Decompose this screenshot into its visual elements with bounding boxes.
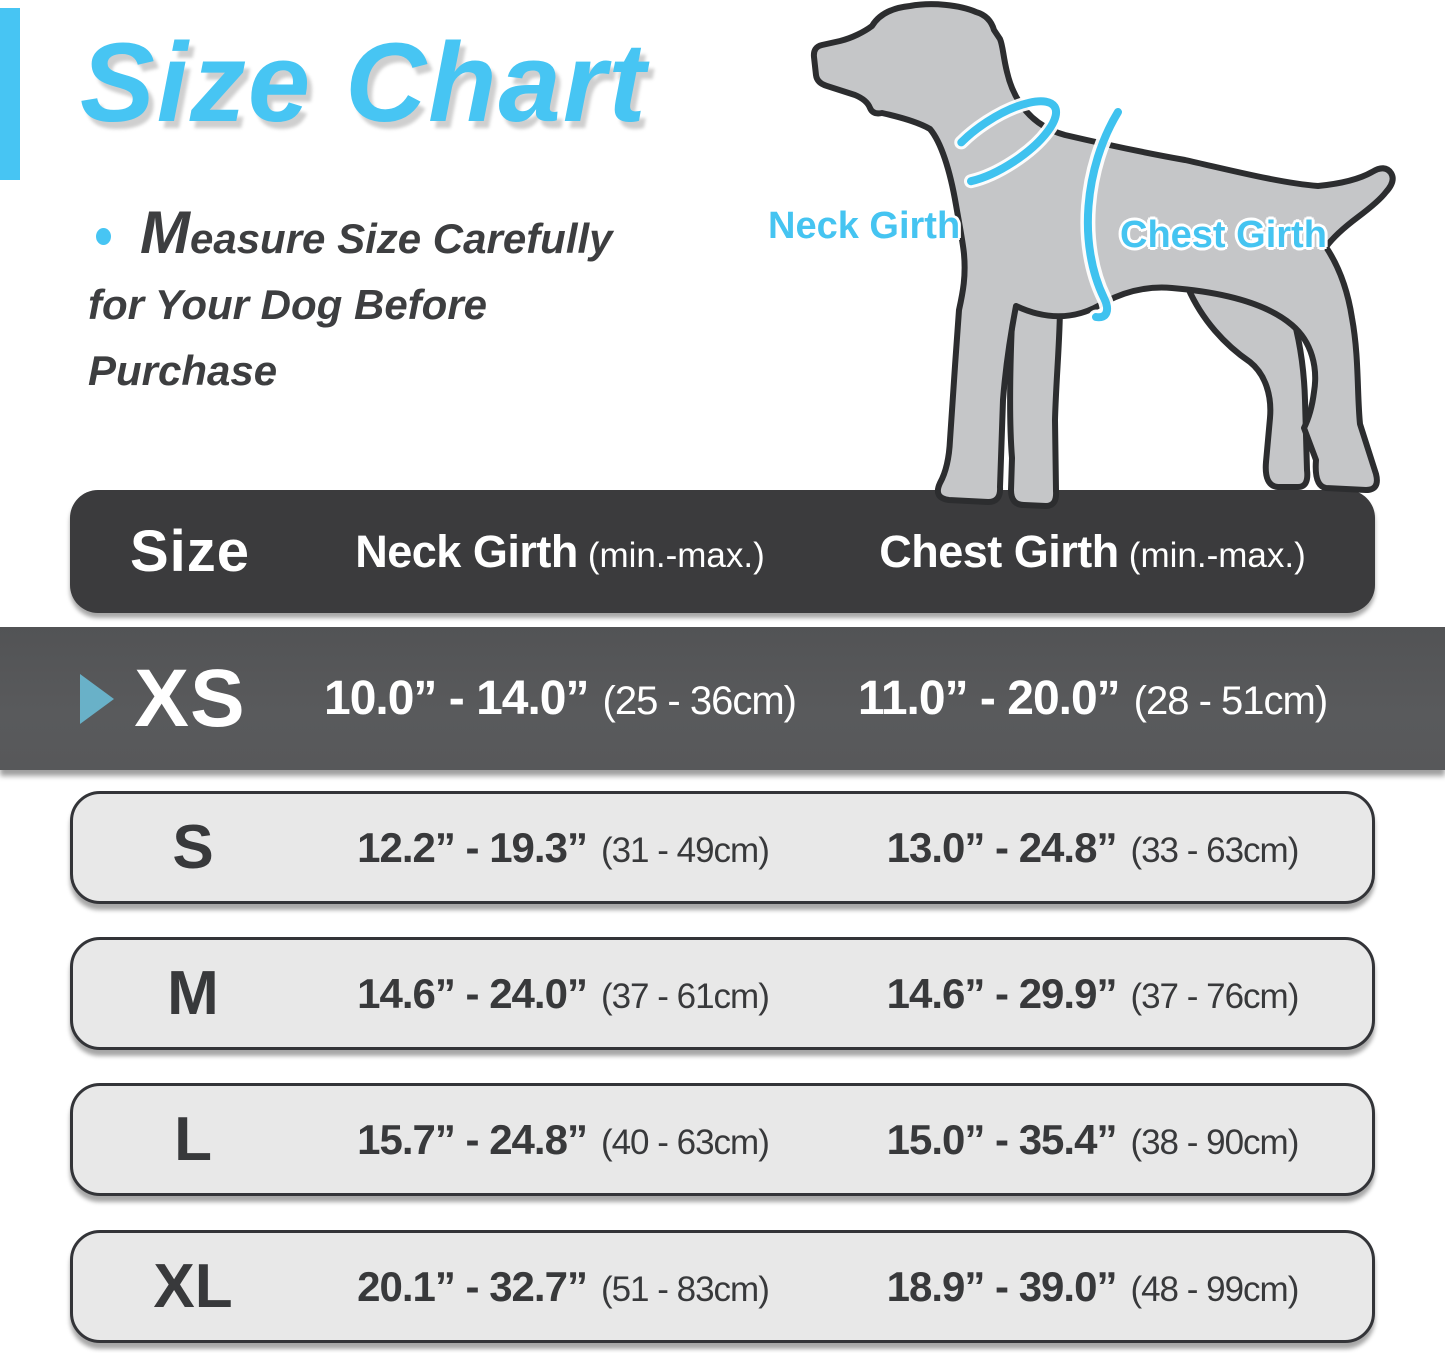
chest-cm: (33 - 63cm) xyxy=(1130,830,1299,870)
neck-girth-value: 12.2” - 19.3” (31 - 49cm) xyxy=(313,824,813,872)
table-row-l: L 15.7” - 24.8” (40 - 63cm) 15.0” - 35.4”… xyxy=(70,1083,1375,1196)
chest-girth-value: 13.0” - 24.8” (33 - 63cm) xyxy=(813,824,1372,872)
chest-girth-value: 15.0” - 35.4” (38 - 90cm) xyxy=(813,1116,1372,1164)
chest-cm: (37 - 76cm) xyxy=(1130,976,1299,1016)
title-accent-bar xyxy=(0,8,20,180)
neck-inches: 15.7” - 24.8” xyxy=(357,1115,588,1163)
table-row-m: M 14.6” - 24.0” (37 - 61cm) 14.6” - 29.9”… xyxy=(70,937,1375,1050)
neck-girth-value: 15.7” - 24.8” (40 - 63cm) xyxy=(313,1116,813,1164)
neck-cm: (25 - 36cm) xyxy=(602,679,797,723)
neck-cm: (31 - 49cm) xyxy=(600,830,770,870)
dog-diagram xyxy=(760,0,1445,530)
neck-girth-value: 10.0” - 14.0” (25 - 36cm) xyxy=(310,671,810,726)
header-neck-main: Neck Girth xyxy=(355,525,578,577)
neck-cm: (51 - 83cm) xyxy=(600,1269,770,1309)
note-first-letter: M xyxy=(140,199,190,266)
neck-girth-label: Neck Girth xyxy=(768,205,961,247)
chest-cm: (38 - 90cm) xyxy=(1130,1122,1299,1162)
chest-inches: 11.0” - 20.0” xyxy=(857,672,1121,725)
header-neck-sub: (min.-max.) xyxy=(587,535,765,575)
neck-girth-arc xyxy=(936,94,1064,190)
chest-girth-strap xyxy=(1080,104,1126,325)
neck-inches: 12.2” - 19.3” xyxy=(357,823,588,871)
note-line-1-text: easure Size Carefully xyxy=(189,215,613,262)
note-line-3: Purchase xyxy=(88,347,278,394)
chest-inches: 14.6” - 29.9” xyxy=(886,969,1118,1017)
header-neck-girth: Neck Girth (min.-max.) xyxy=(310,526,810,578)
note-line-2: for Your Dog Before xyxy=(88,281,488,328)
chest-girth-value: 18.9” - 39.0” (48 - 99cm) xyxy=(813,1263,1372,1311)
chest-cm: (28 - 51cm) xyxy=(1133,679,1328,723)
chest-inches: 15.0” - 35.4” xyxy=(886,1115,1118,1163)
dog-silhouette xyxy=(810,1,1396,509)
table-row-xl: XL 20.1” - 32.7” (51 - 83cm) 18.9” - 39.0… xyxy=(70,1230,1375,1343)
header-chest-sub: (min.-max.) xyxy=(1128,535,1306,575)
size-label: M xyxy=(167,959,219,1028)
chest-cm: (48 - 99cm) xyxy=(1130,1269,1299,1309)
neck-girth-value: 14.6” - 24.0” (37 - 61cm) xyxy=(313,970,813,1018)
table-header: Size Neck Girth (min.-max.) Chest Girth (m… xyxy=(70,490,1375,613)
selected-size-arrow-icon xyxy=(80,673,114,724)
size-label: S xyxy=(172,813,214,882)
neck-inches: 20.1” - 32.7” xyxy=(357,1262,588,1310)
table-row-s: S 12.2” - 19.3” (31 - 49cm) 13.0” - 24.8”… xyxy=(70,791,1375,904)
table-row-xs-highlighted: XS 10.0” - 14.0” (25 - 36cm) 11.0” - 20.0… xyxy=(0,627,1445,770)
bullet-dot xyxy=(96,228,111,245)
chest-inches: 18.9” - 39.0” xyxy=(886,1262,1118,1310)
measure-note: Measure Size Carefully for Your Dog Befo… xyxy=(88,200,748,404)
header-chest-girth: Chest Girth (min.-max.) xyxy=(810,526,1375,578)
chest-girth-value: 11.0” - 20.0” (28 - 51cm) xyxy=(810,671,1375,726)
size-label: XL xyxy=(153,1252,233,1321)
neck-cm: (40 - 63cm) xyxy=(600,1122,770,1162)
size-label: XS xyxy=(134,652,246,744)
page-title: Size Chart xyxy=(80,20,648,145)
neck-inches: 14.6” - 24.0” xyxy=(357,969,588,1017)
header-size: Size xyxy=(129,519,251,584)
neck-girth-value: 20.1” - 32.7” (51 - 83cm) xyxy=(313,1263,813,1311)
header-chest-main: Chest Girth xyxy=(879,525,1119,577)
size-label: L xyxy=(174,1105,212,1174)
chest-girth-label: Chest Girth xyxy=(1120,214,1327,256)
chest-girth-value: 14.6” - 29.9” (37 - 76cm) xyxy=(813,970,1372,1018)
neck-cm: (37 - 61cm) xyxy=(600,976,770,1016)
neck-inches: 10.0” - 14.0” xyxy=(324,672,589,725)
note-line-1: Measure Size Carefully xyxy=(88,200,748,272)
chest-inches: 13.0” - 24.8” xyxy=(886,823,1118,871)
